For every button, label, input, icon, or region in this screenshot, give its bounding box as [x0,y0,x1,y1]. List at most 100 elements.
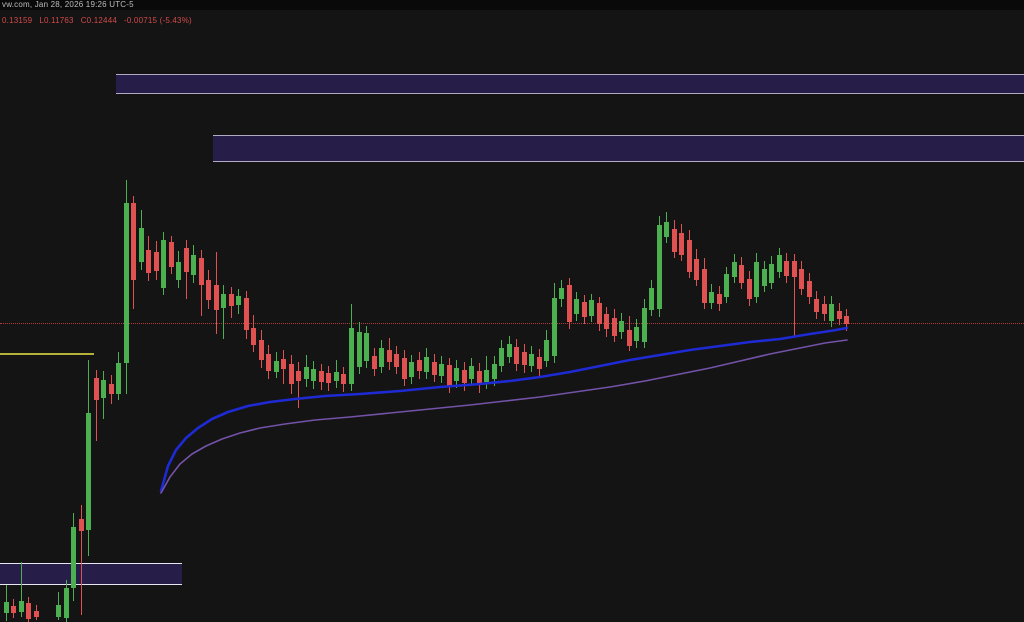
candle-down [513,347,519,364]
candle-down [843,316,849,324]
candle-down [581,302,587,317]
candle-down [461,370,467,383]
candle-up [310,369,316,381]
candle-up [558,288,564,299]
supply-zone-lower[interactable] [213,135,1024,162]
candle-up [408,362,414,377]
candle-down [686,240,692,272]
candle-down [168,242,174,267]
candle-down [611,318,617,336]
candle-down [243,298,249,330]
ma-slow-purple[interactable] [160,339,848,494]
candle-up [423,357,429,372]
candle-up [723,274,729,297]
candle-up [731,262,737,277]
candle-wick-up [222,285,224,339]
candle-up [138,228,144,262]
candle-up [768,264,774,283]
candle-down [153,252,159,271]
candle-up [453,368,459,381]
candle-up [378,348,384,367]
candle-down [288,364,294,384]
candle-down [566,285,572,322]
candle-down [701,269,707,303]
candle-up [708,292,714,303]
candle-down [783,261,789,276]
candle-down [318,371,324,382]
candle-up [663,222,669,237]
candle-down [791,261,797,277]
candle-up [573,299,579,314]
demand-zone[interactable] [0,563,182,585]
candle-down [836,311,842,319]
candle-down [78,519,84,531]
candle-down [265,354,271,371]
candle-down [228,294,234,306]
readout-high: 0.13159 [2,16,33,25]
readout-low: L0.11763 [39,16,74,25]
candle-up [483,370,489,382]
candle-down [603,314,609,329]
candle-down [806,281,812,297]
candle-up [190,255,196,275]
candle-down [821,304,827,314]
alert-line-yellow[interactable] [0,353,94,355]
candle-up [648,288,654,310]
candle-down [25,603,31,619]
candle-up [303,367,309,379]
readout-close: C0.12444 [80,16,117,25]
candle-down [746,279,752,299]
candle-wick-down [297,362,299,408]
ma-fast-blue[interactable] [159,326,849,493]
candle-down [536,357,542,369]
candle-up [753,262,759,297]
candle-up [273,361,279,372]
candle-down [280,359,286,369]
candle-down [393,354,399,367]
candle-up [3,602,9,613]
candle-down [250,328,256,345]
candle-down [386,350,392,362]
candle-up [498,348,504,366]
candle-up [18,601,24,612]
candle-down [371,356,377,369]
candle-down [798,269,804,289]
candle-up [468,366,474,379]
candle-wick-down [80,505,82,615]
candle-wick-down [95,370,97,441]
candle-down [401,358,407,379]
candle-up [175,262,181,280]
candle-down [476,371,482,385]
candle-up [220,294,226,308]
candle-down [521,352,527,365]
candle-down [716,294,722,304]
candle-up [70,527,76,588]
candle-up [633,327,639,341]
candle-up [438,364,444,376]
candle-up [63,588,69,618]
candle-up [55,605,61,617]
supply-zone-upper[interactable] [116,74,1024,94]
candle-down [446,365,452,386]
watermark-source-timestamp: vw.com, Jan 28, 2026 19:26 UTC-5 [2,0,134,9]
candle-down [130,203,136,280]
candle-up [656,225,662,309]
last-price-line[interactable] [0,323,1024,324]
candle-up [85,413,91,530]
candle-up [363,333,369,361]
candle-down [183,248,189,272]
candle-down [295,371,301,381]
readout-change: -0.00715 (-5.43%) [124,16,192,25]
candle-down [325,373,331,383]
candle-up [776,255,782,272]
candle-up [828,304,834,321]
candle-down [10,606,16,613]
candle-up [123,203,129,363]
candle-up [641,308,647,342]
candle-down [596,303,602,324]
candle-down [813,299,819,312]
candle-down [671,229,677,252]
candle-up [491,364,497,379]
candle-down [431,362,437,375]
